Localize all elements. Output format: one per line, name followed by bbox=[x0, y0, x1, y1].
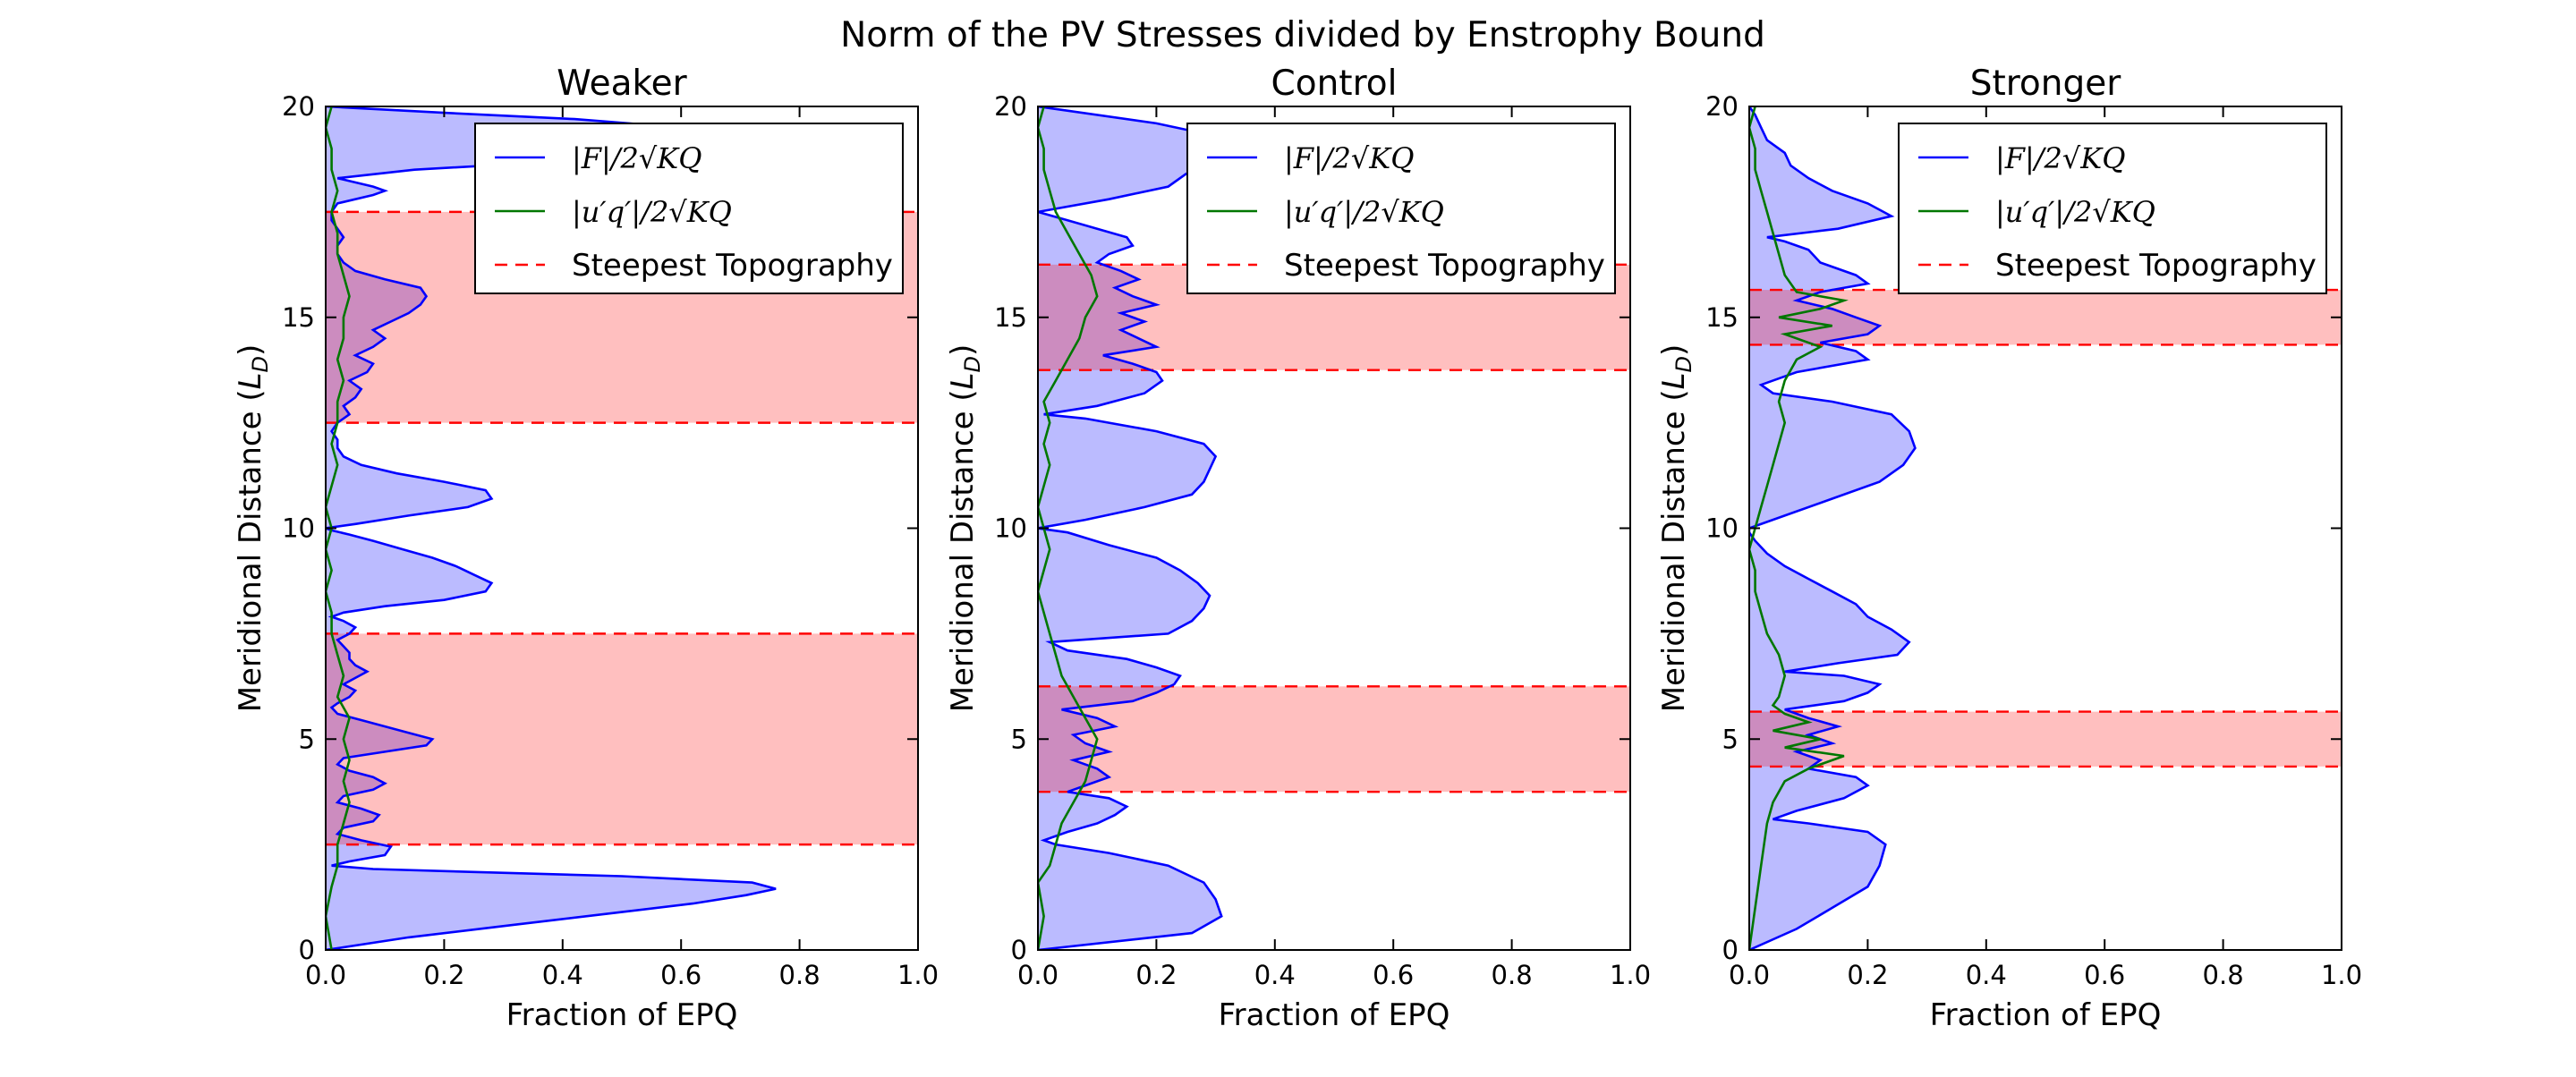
x-tick-label: 0.6 bbox=[1373, 960, 1414, 990]
series-f-line bbox=[1038, 106, 1229, 950]
legend: |F|/2√KQ |u′q′|/2√KQ Steepest Topography bbox=[474, 123, 904, 294]
plot-area bbox=[1749, 106, 2342, 950]
legend-label: Steepest Topography bbox=[1995, 248, 2317, 284]
x-tick-label: 0.4 bbox=[1254, 960, 1296, 990]
legend-label: |u′q′|/2√KQ bbox=[1995, 195, 2155, 229]
x-tick-label: 0.2 bbox=[1847, 960, 1888, 990]
series-uq-line bbox=[1749, 106, 1849, 950]
y-tick-label: 0 bbox=[1011, 935, 1027, 965]
series-uq-line bbox=[326, 106, 351, 950]
legend: |F|/2√KQ |u′q′|/2√KQ Steepest Topography bbox=[1898, 123, 2327, 294]
y-tick-label: 10 bbox=[1705, 513, 1739, 544]
legend-label: Steepest Topography bbox=[1284, 248, 1605, 284]
figure-title: Norm of the PV Stresses divided by Enstr… bbox=[840, 15, 1765, 55]
x-tick-label: 1.0 bbox=[2321, 960, 2362, 990]
x-tick-label: 0.8 bbox=[2203, 960, 2244, 990]
panel-stronger: 0.0 0.2 0.4 0.6 0.8 1.0 0 5 10 15 20 Stronger Fracti… bbox=[1656, 64, 2362, 1033]
legend-label: |u′q′|/2√KQ bbox=[1284, 195, 1444, 229]
x-tick-label: 0.6 bbox=[660, 960, 701, 990]
x-tick-label: 0.0 bbox=[1017, 960, 1058, 990]
panel-title: Weaker bbox=[557, 64, 687, 104]
plot-area bbox=[326, 106, 918, 950]
y-tick-label: 15 bbox=[1705, 302, 1739, 333]
x-tick-label: 0.6 bbox=[2084, 960, 2125, 990]
x-tick-label: 1.0 bbox=[897, 960, 939, 990]
topography-band-1 bbox=[1749, 711, 2342, 767]
series-f-area bbox=[326, 106, 777, 950]
x-tick-label: 0.0 bbox=[1729, 960, 1770, 990]
series-uq-line bbox=[1038, 106, 1099, 950]
panel-title: Control bbox=[1271, 64, 1398, 104]
legend-label: |F|/2√KQ bbox=[1995, 141, 2125, 175]
y-tick-label: 15 bbox=[994, 302, 1027, 333]
legend: |F|/2√KQ |u′q′|/2√KQ Steepest Topography bbox=[1186, 123, 1616, 294]
legend-label: |F|/2√KQ bbox=[1284, 141, 1414, 175]
x-axis-label: Fraction of EPQ bbox=[1219, 997, 1450, 1033]
x-tick-label: 0.0 bbox=[305, 960, 346, 990]
y-axis-label: Meridional Distance (LD) bbox=[1656, 344, 1696, 713]
series-f-line bbox=[1749, 106, 1917, 950]
legend-box bbox=[1898, 123, 2327, 294]
y-tick-label: 20 bbox=[994, 91, 1027, 122]
x-axis-label: Fraction of EPQ bbox=[506, 997, 738, 1033]
y-axis-label: Meridional Distance (LD) bbox=[945, 344, 985, 713]
panel-title: Stronger bbox=[1970, 64, 2122, 104]
topography-band-2 bbox=[1749, 290, 2342, 345]
y-tick-label: 5 bbox=[1011, 724, 1027, 754]
y-tick-label: 20 bbox=[282, 91, 315, 122]
legend-label: |u′q′|/2√KQ bbox=[572, 195, 732, 229]
topography-band-1 bbox=[326, 633, 918, 845]
x-tick-label: 0.8 bbox=[779, 960, 820, 990]
x-tick-label: 0.4 bbox=[542, 960, 583, 990]
x-axis-label: Fraction of EPQ bbox=[1930, 997, 2162, 1033]
y-tick-label: 15 bbox=[282, 302, 315, 333]
x-tick-label: 0.2 bbox=[1135, 960, 1177, 990]
y-tick-label: 0 bbox=[1722, 935, 1739, 965]
x-tick-label: 0.2 bbox=[423, 960, 464, 990]
x-tick-label: 1.0 bbox=[1610, 960, 1651, 990]
y-tick-label: 20 bbox=[1705, 91, 1739, 122]
legend-label: Steepest Topography bbox=[572, 248, 893, 284]
y-tick-label: 10 bbox=[994, 513, 1027, 544]
panel-weaker: 0.0 0.2 0.4 0.6 0.8 1.0 0 5 10 15 20 Weaker Fraction… bbox=[233, 64, 939, 1033]
y-tick-label: 5 bbox=[299, 724, 315, 754]
legend-box bbox=[474, 123, 904, 294]
topography-band-1 bbox=[1038, 686, 1630, 793]
x-tick-label: 0.4 bbox=[1966, 960, 2007, 990]
legend-box bbox=[1186, 123, 1616, 294]
y-axis-label: Meridional Distance (LD) bbox=[233, 344, 273, 713]
legend-label: |F|/2√KQ bbox=[572, 141, 701, 175]
panel-control: 0.0 0.2 0.4 0.6 0.8 1.0 0 5 10 15 20 Control Fractio… bbox=[945, 64, 1651, 1033]
y-tick-label: 5 bbox=[1722, 724, 1739, 754]
x-tick-label: 0.8 bbox=[1492, 960, 1533, 990]
y-tick-label: 0 bbox=[299, 935, 315, 965]
series-f-area bbox=[1749, 106, 1916, 950]
y-tick-label: 10 bbox=[282, 513, 315, 544]
